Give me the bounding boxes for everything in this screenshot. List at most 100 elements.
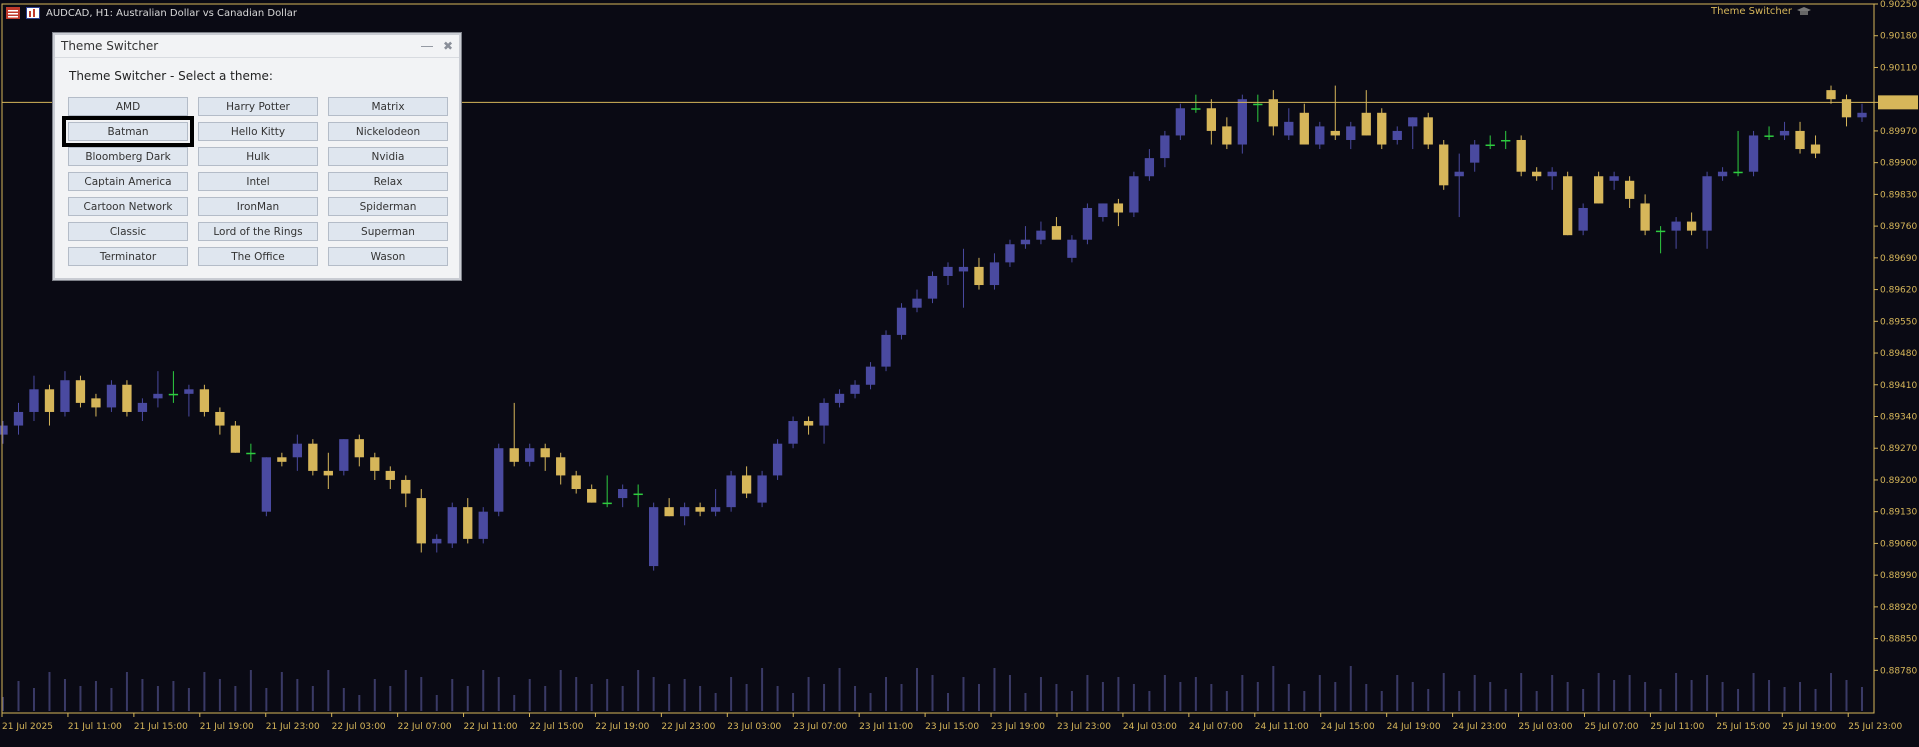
candle-body — [1609, 176, 1619, 181]
theme-button-batman[interactable]: Batman — [62, 116, 194, 147]
theme-button-intel[interactable]: Intel — [198, 172, 318, 191]
candle — [1624, 176, 1635, 208]
candle-body — [1501, 139, 1511, 142]
candle — [834, 389, 845, 408]
candle — [633, 484, 643, 508]
minimize-icon[interactable]: ― — [420, 39, 433, 53]
candle-body — [354, 439, 364, 458]
candle-body — [1516, 139, 1526, 172]
candle — [1036, 221, 1046, 245]
candle-body — [649, 507, 659, 567]
candle — [1020, 226, 1031, 249]
candle-body — [75, 380, 86, 403]
candle-body — [1563, 176, 1573, 236]
theme-button-harry-potter[interactable]: Harry Potter — [198, 97, 318, 116]
candle-body — [432, 538, 442, 544]
candle-body — [695, 507, 705, 512]
candle — [850, 380, 860, 399]
price-label: 0.90180 — [1880, 32, 1917, 42]
theme-button-relax[interactable]: Relax — [328, 172, 448, 191]
candle — [1779, 121, 1790, 140]
price-label: 0.89130 — [1880, 508, 1917, 518]
candle — [1532, 167, 1542, 181]
candle-body — [633, 493, 643, 496]
candle — [230, 421, 241, 453]
theme-button-terminator[interactable]: Terminator — [68, 247, 188, 266]
price-label: 0.89060 — [1880, 539, 1917, 549]
theme-button-matrix[interactable]: Matrix — [328, 97, 448, 116]
theme-button-wason[interactable]: Wason — [328, 247, 448, 266]
candle-body — [1857, 112, 1867, 118]
chart-icon[interactable] — [26, 7, 40, 19]
candle — [1408, 117, 1418, 150]
theme-button-hulk[interactable]: Hulk — [198, 147, 318, 166]
candle-body — [168, 393, 179, 396]
candle-body — [261, 457, 272, 512]
theme-button-nickelodeon[interactable]: Nickelodeon — [328, 122, 448, 141]
candle-body — [664, 507, 674, 517]
theme-button-classic[interactable]: Classic — [68, 222, 188, 241]
candle-body — [1408, 117, 1418, 127]
candle-body — [1655, 230, 1666, 233]
candle — [370, 452, 380, 480]
candle — [1423, 112, 1433, 150]
candle-body — [1284, 121, 1294, 136]
theme-indicator: Theme Switcher — [1711, 6, 1811, 17]
candle-body — [215, 411, 225, 426]
theme-button-lord-of-the-rings[interactable]: Lord of the Rings — [198, 222, 318, 241]
theme-button-cartoon-network[interactable]: Cartoon Network — [68, 197, 188, 216]
candle-body — [974, 266, 984, 286]
candle — [1810, 135, 1821, 159]
candle — [1299, 103, 1309, 145]
candle-body — [1717, 171, 1728, 177]
candle-body — [1020, 239, 1031, 245]
chart-header: AUDCAD, H1: Australian Dollar vs Canadia… — [6, 5, 297, 21]
theme-button-hello-kitty[interactable]: Hello Kitty — [198, 122, 318, 141]
theme-button-spiderman[interactable]: Spiderman — [328, 197, 448, 216]
candle-body — [1082, 207, 1093, 240]
time-label: 21 Jul 11:00 — [68, 722, 122, 732]
time-label: 25 Jul 19:00 — [1782, 722, 1836, 732]
dialog-titlebar[interactable]: Theme Switcher ― ✖ — [55, 35, 459, 58]
candle — [741, 466, 752, 499]
time-label: 22 Jul 07:00 — [398, 722, 452, 732]
candle-body — [587, 489, 597, 503]
candle-body — [1671, 221, 1681, 231]
candle-body — [1361, 112, 1371, 136]
candle-body — [184, 389, 194, 394]
time-label: 22 Jul 11:00 — [464, 722, 518, 732]
theme-button-bloomberg-dark[interactable]: Bloomberg Dark — [68, 147, 188, 166]
theme-button-amd[interactable]: AMD — [68, 97, 188, 116]
theme-button-the-office[interactable]: The Office — [198, 247, 318, 266]
candle — [261, 457, 272, 517]
close-icon[interactable]: ✖ — [442, 39, 453, 53]
chart-title: AUDCAD, H1: Australian Dollar vs Canadia… — [46, 7, 297, 19]
price-label: 0.89200 — [1880, 476, 1917, 486]
time-label: 24 Jul 19:00 — [1387, 722, 1441, 732]
theme-button-nvidia[interactable]: Nvidia — [328, 147, 448, 166]
candle-body — [323, 470, 333, 476]
candle — [447, 502, 457, 548]
candle — [757, 470, 767, 508]
price-label: 0.89480 — [1880, 349, 1917, 359]
candle — [1748, 130, 1759, 177]
candle — [1516, 135, 1526, 177]
candle-body — [1237, 99, 1247, 145]
candle-body — [13, 411, 24, 426]
candle-body — [0, 425, 8, 435]
candle-body — [943, 266, 953, 276]
theme-switcher-dialog[interactable]: Theme Switcher ― ✖ Theme Switcher - Sele… — [53, 33, 461, 280]
theme-button-ironman[interactable]: IronMan — [198, 197, 318, 216]
menu-icon[interactable] — [6, 7, 20, 19]
candle — [1563, 171, 1573, 236]
candle — [1671, 217, 1681, 249]
axes — [1, 3, 1875, 714]
theme-button-captain-america[interactable]: Captain America — [68, 172, 188, 191]
price-label: 0.89970 — [1880, 127, 1917, 137]
theme-button-superman[interactable]: Superman — [328, 222, 448, 241]
candle — [664, 498, 674, 517]
candle — [1222, 117, 1232, 150]
candle — [494, 443, 504, 517]
